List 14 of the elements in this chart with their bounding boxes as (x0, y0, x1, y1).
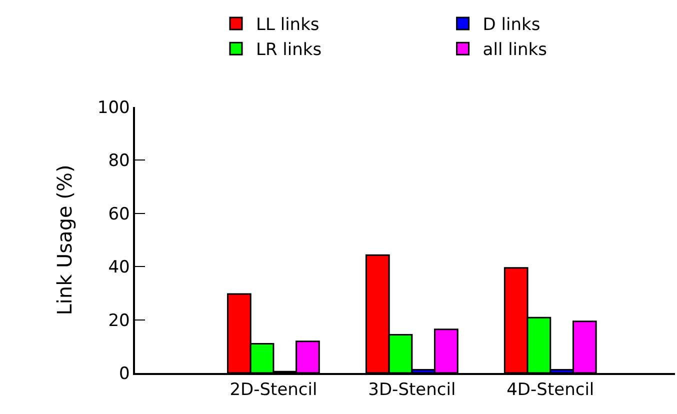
legend-label: LR links (256, 40, 322, 60)
legend-label: D links (482, 15, 540, 36)
y-tick-label: 0 (119, 364, 130, 384)
y-axis-title: Link Usage (%) (52, 164, 76, 316)
x-tick-label: 3D-Stencil (368, 380, 456, 400)
y-tick-label: 40 (108, 258, 130, 278)
y-tick-label: 60 (108, 204, 130, 224)
x-tick-label: 4D-Stencil (506, 380, 594, 400)
legend-label: all links (482, 40, 548, 60)
x-tick-label: 2D-Stencil (230, 380, 318, 400)
y-tick-label: 20 (108, 310, 130, 331)
legend-label: LL links (256, 15, 320, 36)
y-tick-label: 80 (108, 151, 130, 172)
y-tick-label: 100 (97, 98, 130, 118)
